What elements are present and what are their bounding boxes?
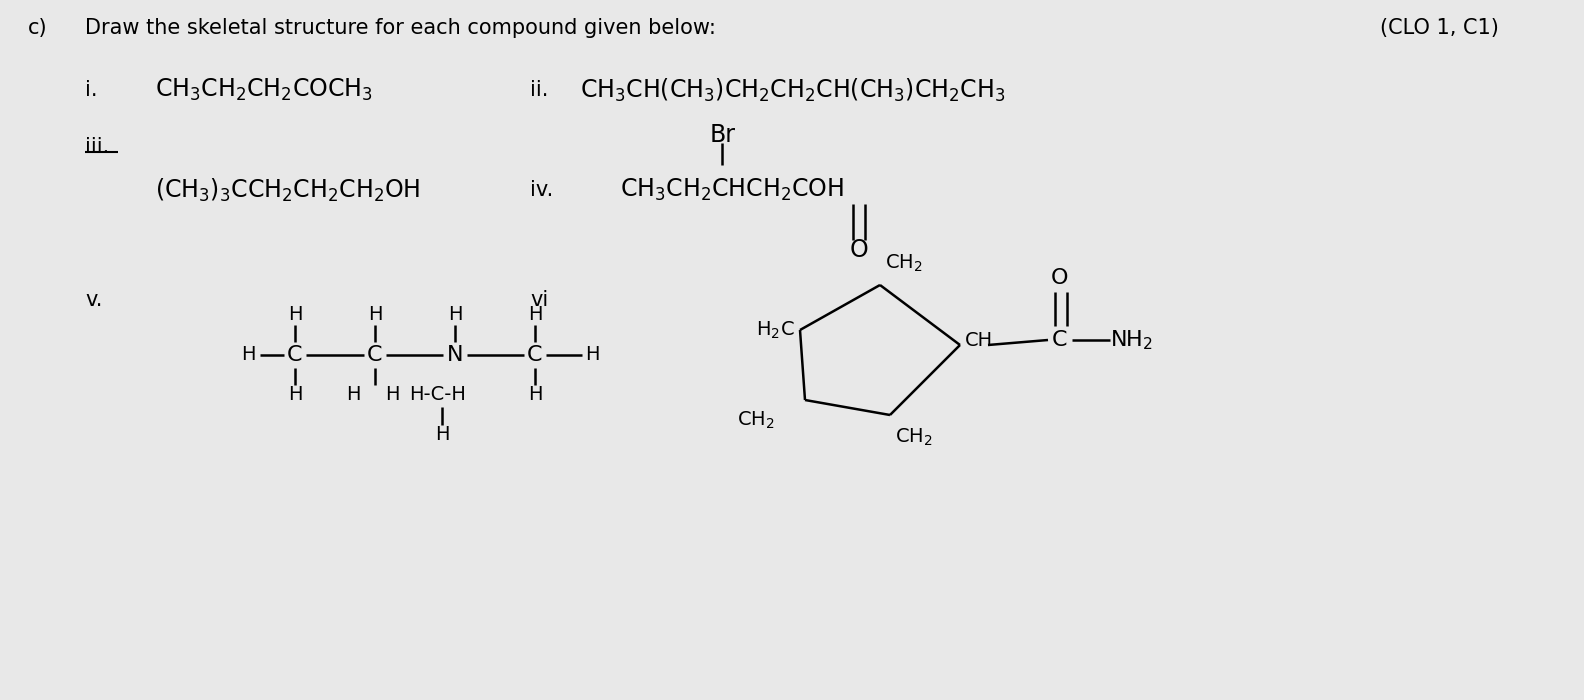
Text: CH$_2$: CH$_2$ <box>895 426 933 448</box>
Text: CH$_3$CH(CH$_3$)CH$_2$CH$_2$CH(CH$_3$)CH$_2$CH$_3$: CH$_3$CH(CH$_3$)CH$_2$CH$_2$CH(CH$_3$)CH… <box>580 76 1006 104</box>
Text: H: H <box>288 386 303 405</box>
Text: CH$_2$: CH$_2$ <box>885 253 923 274</box>
Text: vi: vi <box>531 290 548 310</box>
Text: (CH$_3$)$_3$CCH$_2$CH$_2$CH$_2$OH: (CH$_3$)$_3$CCH$_2$CH$_2$CH$_2$OH <box>155 176 420 204</box>
Text: CH$_3$CH$_2$CHCH$_2$COH: CH$_3$CH$_2$CHCH$_2$COH <box>619 177 844 203</box>
Text: C: C <box>367 345 383 365</box>
Text: c): c) <box>29 18 48 38</box>
Text: NH$_2$: NH$_2$ <box>1110 328 1153 352</box>
Text: C: C <box>1052 330 1068 350</box>
Text: C: C <box>527 345 543 365</box>
Text: H: H <box>288 305 303 325</box>
Text: CH$_2$: CH$_2$ <box>737 410 775 430</box>
Text: iii.: iii. <box>86 137 109 157</box>
Text: O: O <box>851 238 868 262</box>
Text: (CLO 1, C1): (CLO 1, C1) <box>1380 18 1498 38</box>
Text: CH$_3$CH$_2$CH$_2$COCH$_3$: CH$_3$CH$_2$CH$_2$COCH$_3$ <box>155 77 372 103</box>
Text: H: H <box>434 426 450 444</box>
Text: H-C-H: H-C-H <box>409 386 466 405</box>
Text: Draw the skeletal structure for each compound given below:: Draw the skeletal structure for each com… <box>86 18 716 38</box>
Text: i.: i. <box>86 80 98 100</box>
Text: H$_2$C: H$_2$C <box>756 319 795 341</box>
Text: Br: Br <box>710 123 737 147</box>
Text: H: H <box>367 305 382 325</box>
Text: CH: CH <box>965 330 993 349</box>
Text: H: H <box>527 305 542 325</box>
Text: H: H <box>241 346 255 365</box>
Text: H: H <box>527 386 542 405</box>
Text: H: H <box>385 386 399 405</box>
Text: N: N <box>447 345 463 365</box>
Text: v.: v. <box>86 290 103 310</box>
Text: H: H <box>448 305 463 325</box>
Text: H: H <box>584 346 599 365</box>
Text: ii.: ii. <box>531 80 548 100</box>
Text: O: O <box>1052 268 1069 288</box>
Text: H: H <box>345 386 360 405</box>
Text: iv.: iv. <box>531 180 553 200</box>
Text: C: C <box>287 345 303 365</box>
